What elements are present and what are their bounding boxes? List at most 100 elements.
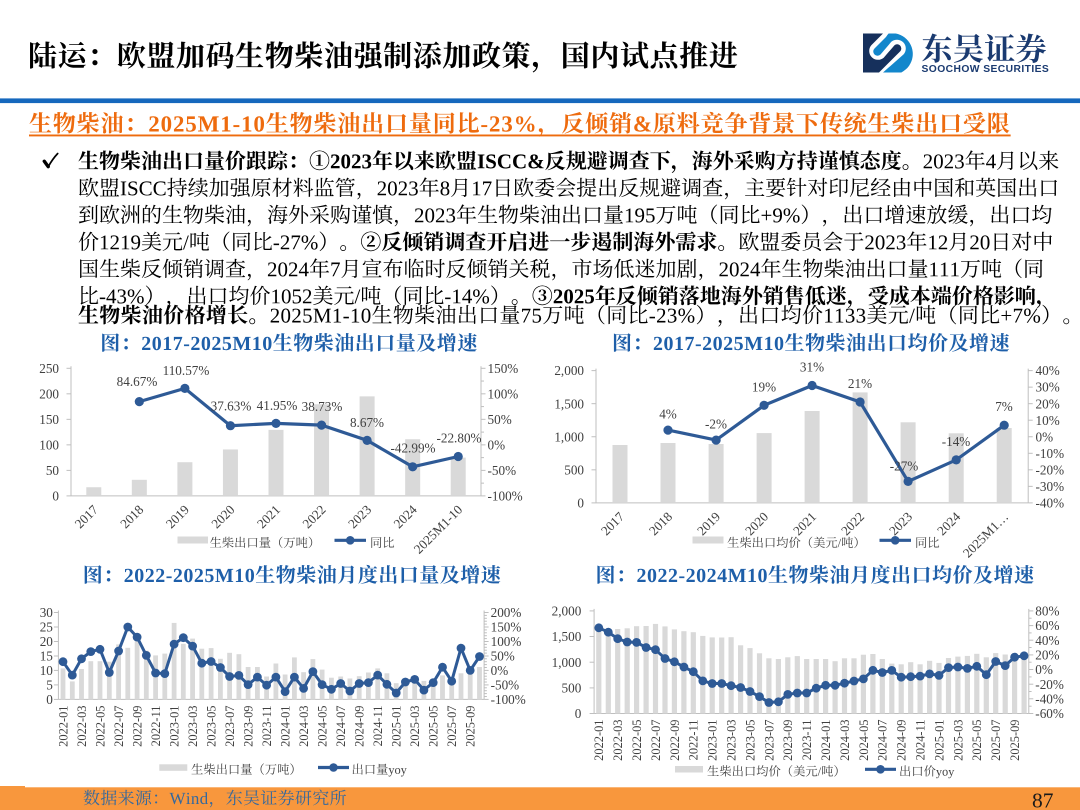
svg-text:50%: 50% <box>491 649 515 664</box>
svg-text:2023-05: 2023-05 <box>743 720 757 761</box>
svg-text:2024-09: 2024-09 <box>353 706 367 747</box>
svg-text:87: 87 <box>1032 789 1054 810</box>
svg-text:500: 500 <box>564 462 584 477</box>
svg-text:-22.80%: -22.80% <box>436 430 481 445</box>
svg-text:-100%: -100% <box>488 489 523 504</box>
svg-text:150%: 150% <box>488 361 519 376</box>
svg-text:60%: 60% <box>1035 618 1059 633</box>
svg-text:2,000: 2,000 <box>554 363 584 378</box>
svg-text:2024-05: 2024-05 <box>857 720 871 761</box>
svg-text:2023-05: 2023-05 <box>205 706 219 747</box>
svg-text:0%: 0% <box>1035 662 1053 677</box>
svg-text:10: 10 <box>40 663 54 678</box>
svg-text:100%: 100% <box>488 386 519 401</box>
svg-text:1,500: 1,500 <box>552 629 582 644</box>
svg-text:-40%: -40% <box>1036 496 1065 511</box>
svg-text:41.95%: 41.95% <box>257 398 298 413</box>
svg-text:2022-09: 2022-09 <box>131 706 145 747</box>
svg-text:25: 25 <box>40 620 54 635</box>
svg-text:20: 20 <box>40 634 54 649</box>
svg-text:2022-05: 2022-05 <box>630 720 644 761</box>
svg-text:-20%: -20% <box>1035 677 1064 692</box>
svg-text:2024-03: 2024-03 <box>297 706 311 747</box>
svg-text:100%: 100% <box>491 634 522 649</box>
svg-text:-2%: -2% <box>705 417 727 432</box>
svg-text:1,000: 1,000 <box>554 429 584 444</box>
svg-text:2022-01: 2022-01 <box>56 706 70 747</box>
svg-text:80%: 80% <box>1035 604 1059 619</box>
svg-text:-50%: -50% <box>491 678 520 693</box>
svg-text:15: 15 <box>40 649 54 664</box>
svg-text:-50%: -50% <box>488 463 517 478</box>
svg-text:2024-07: 2024-07 <box>876 720 890 761</box>
svg-text:-42.99%: -42.99% <box>390 440 435 455</box>
svg-text:2023-09: 2023-09 <box>242 706 256 747</box>
svg-text:-27%: -27% <box>890 459 919 474</box>
svg-text:31%: 31% <box>800 360 824 375</box>
svg-text:-14%: -14% <box>942 434 971 449</box>
svg-text:2025-09: 2025-09 <box>464 706 478 747</box>
svg-text:2023-03: 2023-03 <box>186 706 200 747</box>
svg-text:2023-07: 2023-07 <box>223 706 237 747</box>
svg-text:1,500: 1,500 <box>554 396 584 411</box>
svg-text:0: 0 <box>52 489 59 504</box>
svg-text:2024-03: 2024-03 <box>838 720 852 761</box>
svg-text:10%: 10% <box>1036 413 1060 428</box>
svg-text:19%: 19% <box>752 380 776 395</box>
svg-text:2022-09: 2022-09 <box>668 720 682 761</box>
svg-text:2024-01: 2024-01 <box>279 706 293 747</box>
svg-text:2022-11: 2022-11 <box>687 720 701 761</box>
svg-text:-100%: -100% <box>491 692 526 707</box>
svg-text:0: 0 <box>46 692 53 707</box>
svg-text:5: 5 <box>46 678 53 693</box>
svg-text:30%: 30% <box>1036 380 1060 395</box>
svg-text:2024-09: 2024-09 <box>895 720 909 761</box>
svg-text:0%: 0% <box>1036 429 1054 444</box>
svg-text:2023-07: 2023-07 <box>762 720 776 761</box>
svg-text:2022-07: 2022-07 <box>649 720 663 761</box>
svg-text:2022-01: 2022-01 <box>592 720 606 761</box>
svg-text:38.73%: 38.73% <box>302 399 343 414</box>
svg-text:37.63%: 37.63% <box>211 399 252 414</box>
svg-text:0%: 0% <box>488 437 506 452</box>
svg-text:2025-01: 2025-01 <box>390 706 404 747</box>
svg-text:2025-07: 2025-07 <box>989 720 1003 761</box>
svg-text:-30%: -30% <box>1036 479 1065 494</box>
svg-text:2022-03: 2022-03 <box>611 720 625 761</box>
svg-text:2023-11: 2023-11 <box>260 706 274 747</box>
svg-text:2023-01: 2023-01 <box>706 720 720 761</box>
svg-text:2023-03: 2023-03 <box>725 720 739 761</box>
svg-text:-60%: -60% <box>1035 706 1064 721</box>
svg-text:2024-01: 2024-01 <box>819 720 833 761</box>
svg-text:150: 150 <box>39 412 59 427</box>
svg-text:110.57%: 110.57% <box>163 363 210 378</box>
svg-text:20%: 20% <box>1035 648 1059 663</box>
svg-text:4%: 4% <box>659 407 677 422</box>
svg-text:2022-11: 2022-11 <box>149 706 163 747</box>
svg-text:1,000: 1,000 <box>552 655 582 670</box>
svg-text:200: 200 <box>39 386 59 401</box>
svg-text:50: 50 <box>46 463 60 478</box>
svg-text:2024-07: 2024-07 <box>334 706 348 747</box>
svg-text:2023-01: 2023-01 <box>168 706 182 747</box>
svg-text:-10%: -10% <box>1036 446 1065 461</box>
svg-text:2022-05: 2022-05 <box>93 706 107 747</box>
svg-text:2025-05: 2025-05 <box>427 706 441 747</box>
svg-text:2024-11: 2024-11 <box>914 720 928 761</box>
svg-text:20%: 20% <box>1036 396 1060 411</box>
svg-text:2022-03: 2022-03 <box>75 706 89 747</box>
svg-text:100: 100 <box>39 437 59 452</box>
svg-text:2025-05: 2025-05 <box>970 720 984 761</box>
svg-text:50%: 50% <box>488 412 512 427</box>
svg-text:8.67%: 8.67% <box>350 415 384 430</box>
svg-text:2022-07: 2022-07 <box>112 706 126 747</box>
svg-text:0: 0 <box>575 706 582 721</box>
svg-text:21%: 21% <box>848 376 872 391</box>
svg-text:2025-03: 2025-03 <box>951 720 965 761</box>
svg-text:2,000: 2,000 <box>552 604 582 619</box>
svg-text:2025-07: 2025-07 <box>445 706 459 747</box>
svg-text:84.67%: 84.67% <box>117 374 158 389</box>
svg-text:0: 0 <box>577 496 584 511</box>
svg-text:250: 250 <box>39 361 59 376</box>
svg-text:200%: 200% <box>491 605 522 620</box>
